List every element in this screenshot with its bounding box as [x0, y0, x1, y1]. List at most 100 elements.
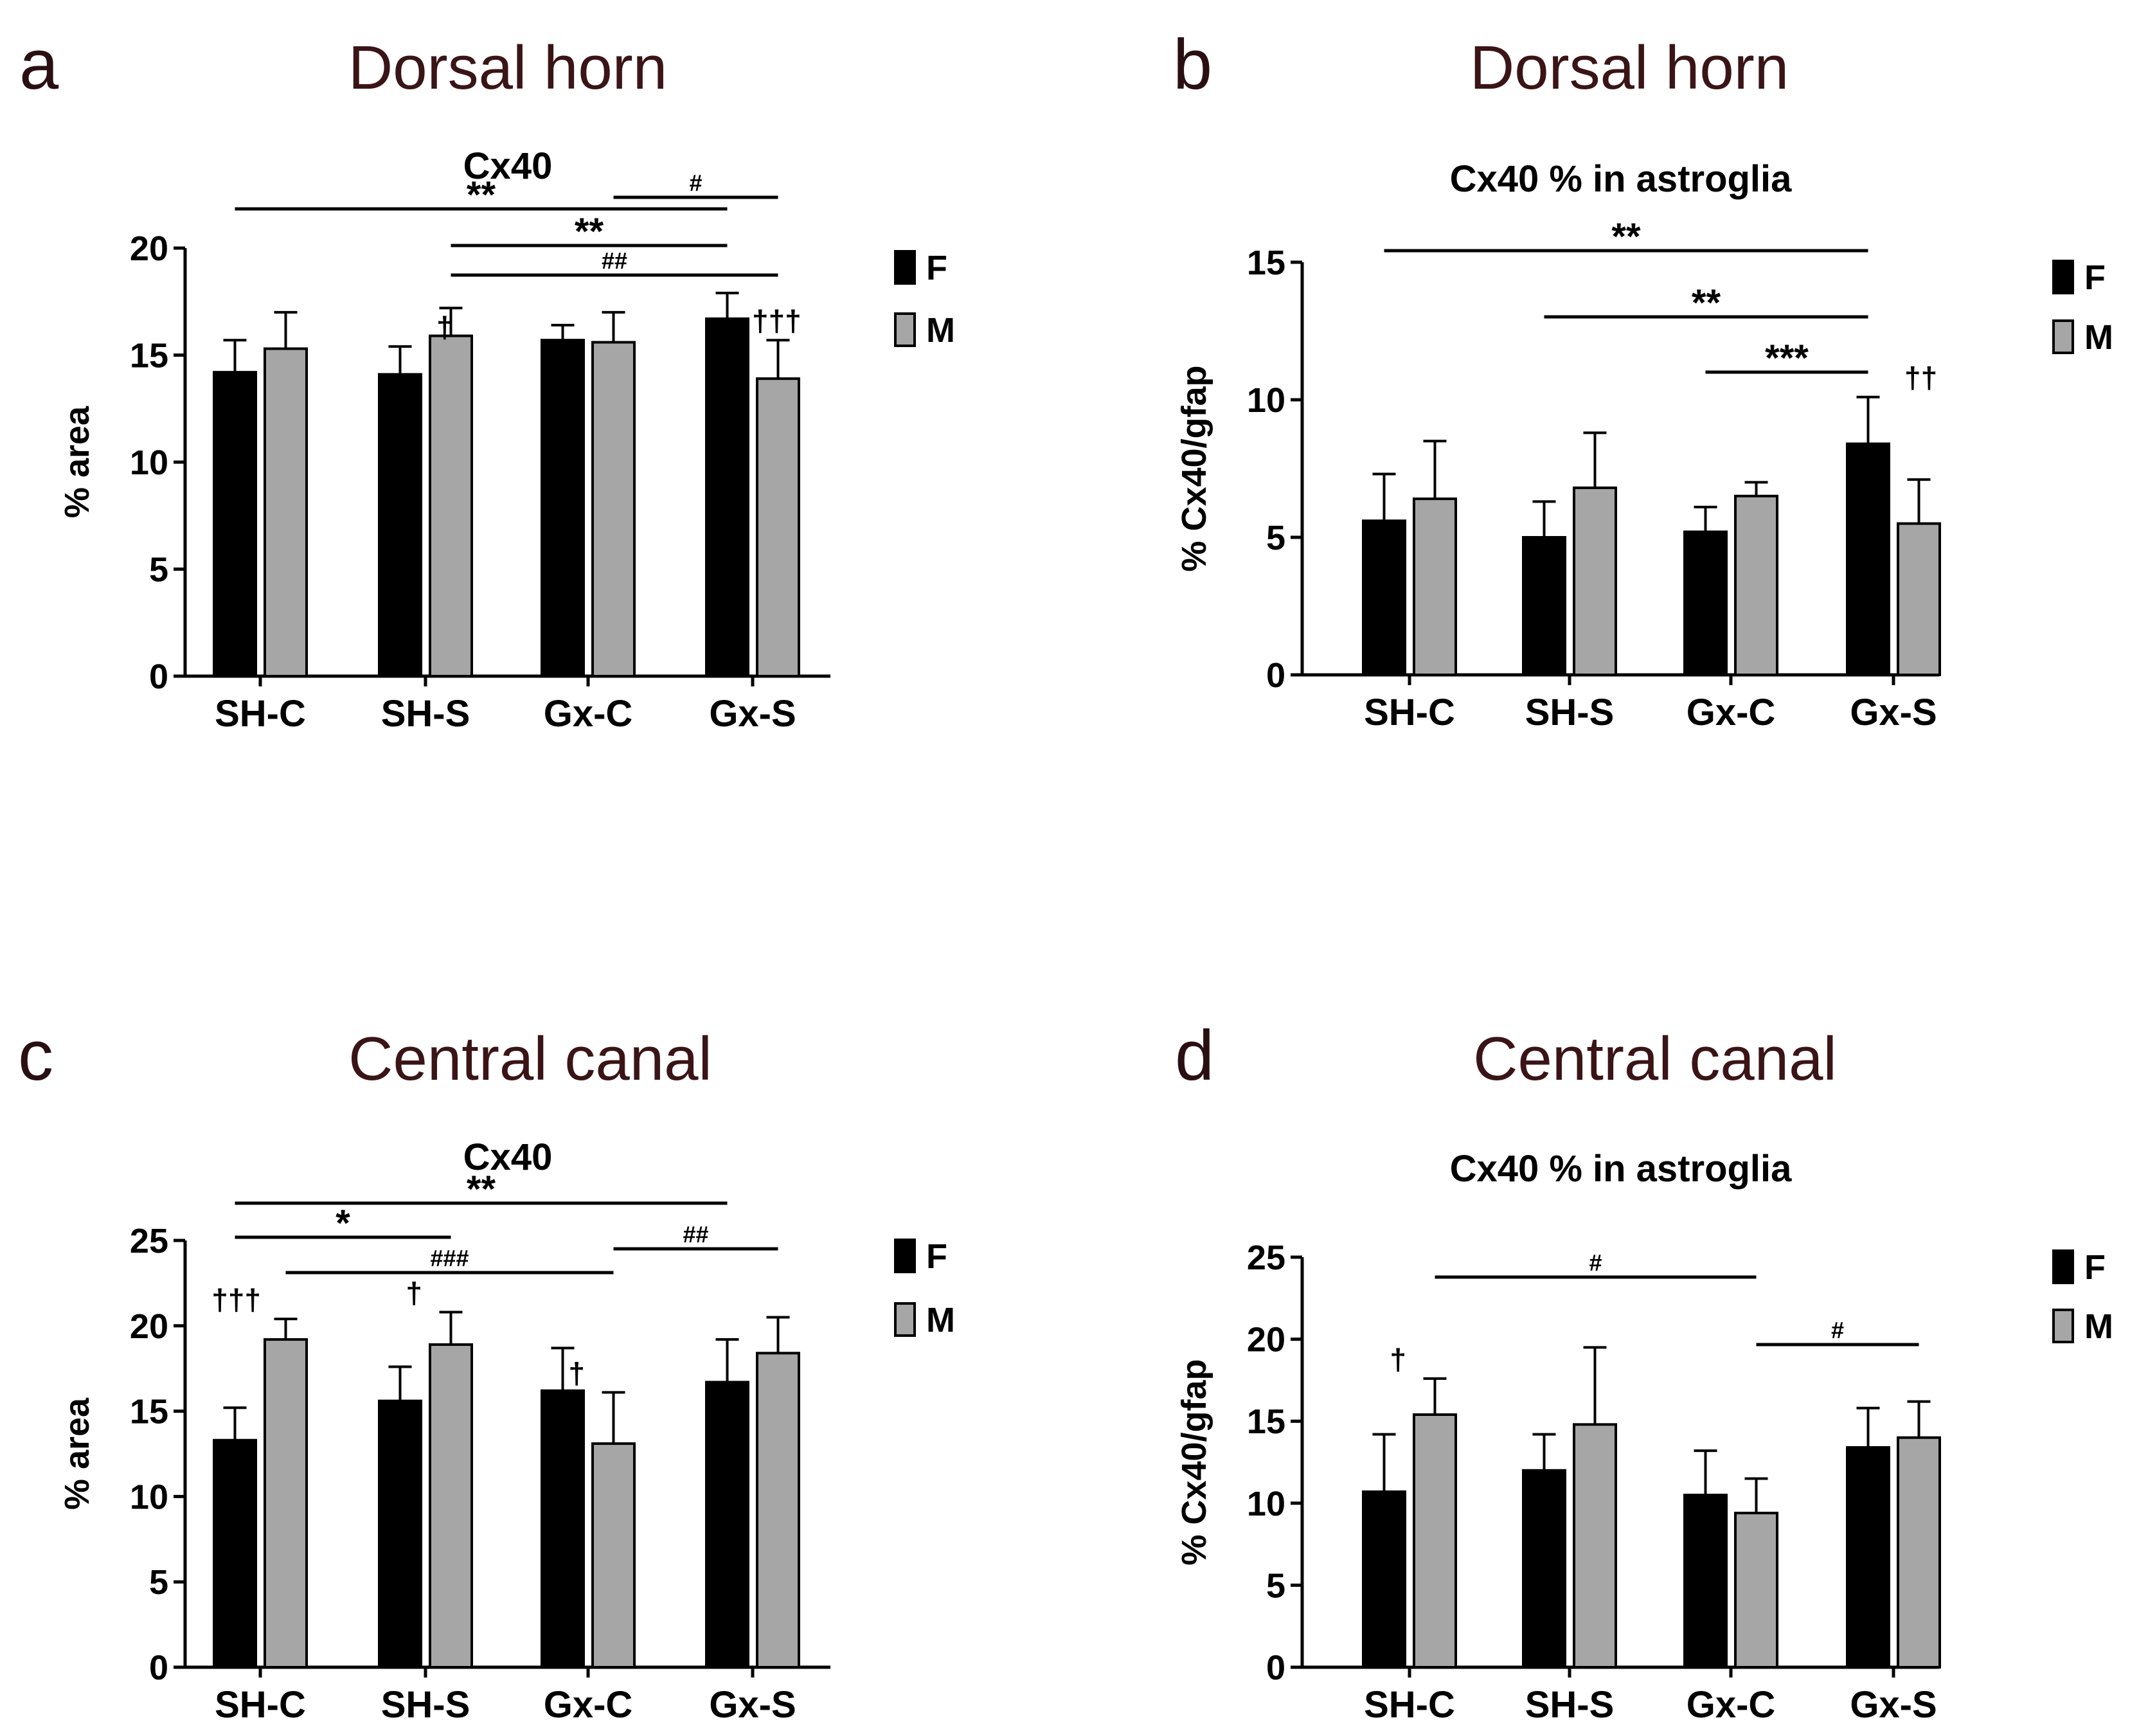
x-category-label: Gx-C — [1687, 1684, 1776, 1726]
x-category-label: SH-S — [1525, 1684, 1615, 1726]
significance-label: ** — [575, 211, 604, 253]
bar-F-Gx-S — [705, 317, 749, 677]
bar-M-Gx-C — [591, 341, 636, 677]
y-tick-label: 5 — [1266, 1566, 1285, 1605]
legend-label-M: M — [926, 311, 955, 350]
bar-M-Gx-S — [756, 377, 800, 677]
significance-label: * — [336, 1203, 350, 1244]
legend-swatch-M — [894, 312, 916, 347]
significance-label: ## — [602, 247, 627, 274]
x-category-label: Gx-C — [544, 1684, 633, 1726]
x-category-label: SH-C — [1364, 692, 1455, 733]
x-category-label: SH-C — [1364, 1684, 1455, 1726]
x-category-label: Gx-C — [1687, 692, 1776, 733]
legend-label-F: F — [926, 1237, 947, 1276]
legend-swatch-M — [2052, 319, 2074, 354]
legend-swatch-F — [2052, 1249, 2074, 1284]
significance-label: # — [689, 170, 702, 196]
significance-label: ** — [467, 174, 496, 216]
legend-label-F: F — [2084, 1248, 2106, 1287]
legend-label-M: M — [926, 1301, 955, 1339]
panel-letter: a — [19, 25, 59, 104]
panel-title: Dorsal horn — [1470, 33, 1789, 102]
bar-F-Gx-C — [541, 1389, 585, 1669]
dagger-annotation: ††† — [752, 304, 801, 337]
bar-M-Gx-S — [756, 1352, 800, 1669]
y-tick-label: 10 — [130, 1478, 168, 1516]
bar-F-SH-S — [1522, 1469, 1566, 1669]
bar-F-Gx-C — [1683, 530, 1728, 676]
y-tick-label: 20 — [130, 229, 168, 268]
significance-label: ### — [430, 1245, 469, 1271]
bar-M-SH-C — [1413, 497, 1457, 677]
significance-label: ** — [467, 1168, 496, 1210]
dagger-annotation: ††† — [211, 1283, 261, 1316]
y-tick-label: 25 — [1247, 1239, 1285, 1277]
y-tick-label: 15 — [1247, 244, 1285, 282]
bar-F-SH-S — [378, 373, 422, 677]
y-tick-label: 0 — [149, 658, 168, 696]
y-axis-label: % area — [58, 1397, 96, 1510]
panel-b: b Dorsal horn Cx40 % in astroglia 0 5 10 15 % C… — [1173, 25, 2113, 733]
x-category-label: SH-S — [381, 1684, 470, 1726]
panel-title: Dorsal horn — [348, 33, 667, 102]
panel-title: Central canal — [348, 1025, 712, 1093]
y-axis-label: % Cx40/gfap — [1175, 365, 1213, 571]
chart-title: Cx40 — [463, 145, 553, 187]
x-category-label: Gx-C — [544, 693, 633, 735]
dagger-annotation: † — [568, 1356, 585, 1390]
legend-label-F: F — [2084, 258, 2106, 297]
chart-title: Cx40 % in astroglia — [1450, 1148, 1793, 1190]
panel-d: d Central canal Cx40 % in astroglia 0 5 10 15 2… — [1175, 1016, 2113, 1726]
bar-F-SH-S — [1522, 536, 1566, 676]
y-tick-label: 5 — [149, 1563, 168, 1602]
legend-label-M: M — [2084, 1307, 2113, 1346]
significance-label: *** — [1765, 337, 1809, 379]
bar-M-SH-C — [264, 1338, 308, 1669]
dagger-annotation: †† — [1904, 361, 1937, 395]
x-category-label: SH-C — [215, 1684, 306, 1726]
bar-F-SH-C — [213, 371, 257, 677]
dagger-annotation: † — [436, 310, 453, 344]
bar-F-Gx-C — [541, 339, 585, 677]
x-category-label: Gx-S — [1850, 692, 1937, 733]
panel-letter: c — [18, 1016, 53, 1095]
panel-letter: d — [1175, 1016, 1214, 1095]
legend-swatch-M — [894, 1302, 916, 1337]
dagger-annotation: † — [1390, 1343, 1406, 1376]
y-tick-label: 15 — [1247, 1402, 1285, 1441]
bar-M-Gx-S — [1897, 522, 1941, 676]
legend-label-M: M — [2084, 318, 2113, 357]
panel-letter: b — [1173, 25, 1212, 104]
legend-swatch-F — [894, 250, 916, 285]
x-category-label: Gx-S — [709, 1684, 796, 1726]
panel-title: Central canal — [1473, 1025, 1837, 1093]
significance-label: ## — [683, 1221, 708, 1248]
panel-a: a Dorsal horn Cx40 0 5 10 15 20 % area SH-C SH-S Gx… — [19, 25, 955, 735]
y-tick-label: 0 — [149, 1649, 168, 1687]
bar-M-SH-S — [429, 334, 473, 677]
y-tick-label: 0 — [1266, 656, 1285, 695]
bar-F-SH-C — [1362, 519, 1406, 676]
bar-F-SH-S — [378, 1399, 422, 1669]
x-category-label: SH-S — [1525, 692, 1615, 733]
bar-F-SH-C — [213, 1438, 257, 1669]
bar-M-Gx-C — [591, 1442, 636, 1669]
significance-label: ** — [1692, 282, 1721, 324]
bar-F-Gx-S — [1846, 442, 1890, 676]
y-tick-label: 5 — [149, 551, 168, 589]
bar-F-Gx-C — [1683, 1494, 1728, 1669]
bar-M-SH-C — [1413, 1413, 1457, 1669]
dagger-annotation: † — [406, 1276, 422, 1310]
bar-M-Gx-C — [1734, 1512, 1778, 1669]
y-tick-label: 20 — [1247, 1321, 1285, 1359]
chart-title: Cx40 % in astroglia — [1450, 158, 1793, 200]
y-tick-label: 5 — [1266, 519, 1285, 557]
significance-label: ** — [1611, 216, 1641, 258]
x-category-label: Gx-S — [709, 693, 796, 735]
y-tick-label: 0 — [1266, 1649, 1285, 1687]
y-axis-label: % Cx40/gfap — [1175, 1359, 1213, 1565]
chart-title: Cx40 — [463, 1136, 553, 1178]
bar-M-Gx-S — [1897, 1436, 1941, 1669]
